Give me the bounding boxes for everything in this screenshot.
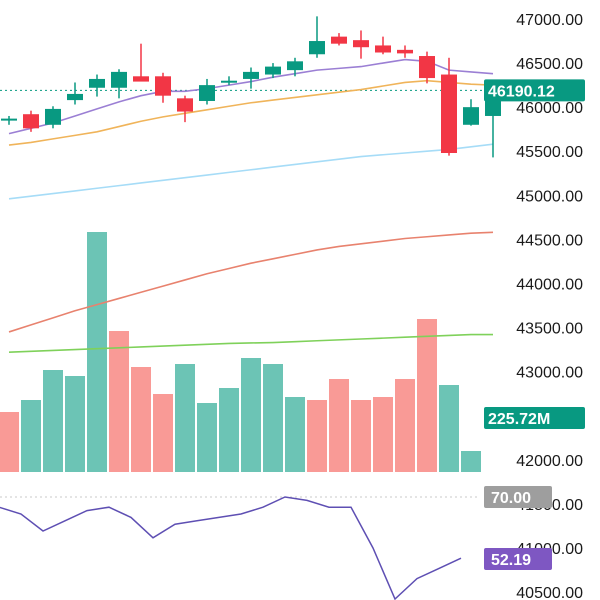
volume-bar bbox=[87, 232, 107, 472]
candle-body bbox=[309, 41, 325, 55]
price-axis-tick: 43500.00 bbox=[516, 321, 583, 338]
ma-line-long-red bbox=[8, 231, 494, 333]
rsi-level-tag: 70.00 bbox=[491, 490, 531, 507]
candle-body bbox=[397, 49, 413, 54]
price-axis-tick: 47000.00 bbox=[516, 12, 583, 29]
volume-bar bbox=[197, 403, 217, 472]
current-price-tag-bg bbox=[484, 79, 585, 102]
ma-line-mid-orange bbox=[8, 79, 494, 146]
candle-body bbox=[265, 66, 281, 75]
volume-bar bbox=[21, 400, 41, 472]
volume-pane bbox=[0, 232, 481, 472]
rsi-value-tag: 52.19 bbox=[491, 552, 531, 569]
price-axis-tick: 46500.00 bbox=[516, 56, 583, 73]
current-price-tag: 46190.12 bbox=[488, 83, 555, 100]
candle-body bbox=[419, 56, 435, 79]
volume-tag-bg bbox=[484, 407, 585, 429]
volume-tag: 225.72M bbox=[488, 411, 550, 428]
rsi-level-tag-bg bbox=[484, 486, 552, 508]
candle-body bbox=[1, 118, 17, 121]
price-axis-tick: 46000.00 bbox=[516, 100, 583, 117]
volume-bar bbox=[439, 385, 459, 472]
volume-bar bbox=[219, 388, 239, 472]
candle-body bbox=[89, 78, 105, 88]
price-axis-tick: 45000.00 bbox=[516, 188, 583, 205]
volume-bar bbox=[285, 397, 305, 472]
candle-body bbox=[45, 108, 61, 125]
volume-bar bbox=[241, 358, 261, 472]
rsi-line bbox=[0, 496, 462, 600]
volume-bar bbox=[109, 331, 129, 472]
candle-body bbox=[133, 76, 149, 82]
volume-bar bbox=[417, 319, 437, 472]
volume-bar bbox=[153, 394, 173, 472]
rsi-value-tag-bg bbox=[484, 548, 552, 570]
candle-body bbox=[353, 40, 369, 48]
candle-body bbox=[243, 71, 259, 79]
candle-body bbox=[463, 107, 479, 125]
candle-body bbox=[23, 114, 39, 129]
candle-body bbox=[177, 98, 193, 112]
candle-body bbox=[331, 36, 347, 44]
volume-bar bbox=[0, 412, 19, 472]
volume-bar bbox=[65, 376, 85, 472]
ma-line-short-green bbox=[8, 333, 493, 354]
price-axis-tick: 44000.00 bbox=[516, 276, 583, 293]
chart-grid bbox=[0, 89, 482, 498]
volume-bar bbox=[263, 364, 283, 472]
candle-body bbox=[155, 76, 171, 96]
candle-body bbox=[221, 80, 237, 83]
candlestick-pane bbox=[1, 16, 501, 158]
volume-bar bbox=[307, 400, 327, 472]
candle-body bbox=[111, 71, 127, 88]
price-axis-tick: 45500.00 bbox=[516, 144, 583, 161]
candle-body bbox=[441, 74, 457, 153]
volume-bar bbox=[329, 379, 349, 472]
rsi-pane bbox=[0, 496, 462, 600]
price-tags: 46190.12 225.72M 70.00 52.19 bbox=[484, 79, 585, 570]
price-axis-tick: 40500.00 bbox=[516, 585, 583, 600]
price-axis-tick: 44500.00 bbox=[516, 232, 583, 249]
moving-averages bbox=[8, 58, 494, 354]
volume-bar bbox=[461, 451, 481, 472]
price-axis-tick: 42000.00 bbox=[516, 453, 583, 470]
price-axis-tick: 43000.00 bbox=[516, 365, 583, 382]
volume-bar bbox=[131, 367, 151, 472]
volume-bar bbox=[351, 400, 371, 472]
candle-body bbox=[199, 85, 215, 101]
volume-bar bbox=[395, 379, 415, 472]
volume-bar bbox=[43, 370, 63, 472]
volume-bar bbox=[175, 364, 195, 472]
candle-body bbox=[287, 61, 303, 71]
candle-body bbox=[67, 93, 83, 101]
ma-line-long-blue bbox=[8, 143, 494, 200]
candle-body bbox=[375, 45, 391, 53]
volume-bar bbox=[373, 397, 393, 472]
